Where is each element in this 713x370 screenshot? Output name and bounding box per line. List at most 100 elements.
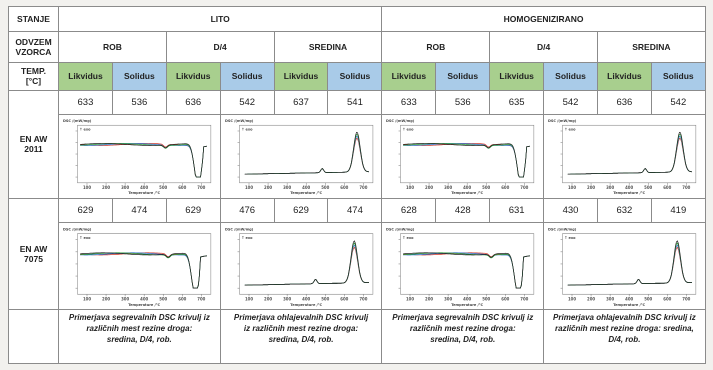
plot-ylabel: DSC /(mW/mg) bbox=[63, 120, 92, 124]
caption-lito-cooling: Primerjava ohlajevalnih DSC krivulj iz ra… bbox=[219, 309, 383, 364]
dsc-curve bbox=[567, 240, 693, 286]
plot-unit: ↑ exo bbox=[241, 236, 253, 240]
lito-sredina-header: SREDINA bbox=[273, 31, 383, 63]
x-tick-label: 700 bbox=[682, 185, 690, 190]
x-tick-label: 400 bbox=[464, 296, 472, 301]
x-tick-label: 600 bbox=[502, 185, 510, 190]
x-tick-label: 400 bbox=[302, 296, 310, 301]
x-tick-label: 500 bbox=[321, 296, 329, 301]
x-tick-label: 600 bbox=[340, 296, 348, 301]
temp-value: 628 bbox=[381, 197, 437, 223]
plot-frame bbox=[400, 233, 535, 295]
solidus-header: Solidus bbox=[111, 61, 167, 92]
solidus-header: Solidus bbox=[543, 61, 598, 92]
temp-value: 419 bbox=[650, 197, 706, 223]
temp-value: 474 bbox=[327, 197, 383, 223]
x-tick-label: 400 bbox=[625, 185, 633, 190]
x-tick-label: 600 bbox=[178, 296, 186, 301]
plot-xlabel: Temperature /°C bbox=[613, 192, 645, 196]
plot-xlabel: Temperature /°C bbox=[290, 192, 322, 196]
x-tick-label: 200 bbox=[425, 296, 433, 301]
temp-value: 633 bbox=[58, 90, 113, 116]
homogenizirano-header: HOMOGENIZIRANO bbox=[381, 5, 706, 33]
likvidus-header: Likvidus bbox=[273, 61, 329, 92]
x-tick-label: 500 bbox=[321, 185, 329, 190]
x-tick-label: 500 bbox=[483, 185, 491, 190]
x-tick-label: 400 bbox=[140, 185, 148, 190]
plot-unit: ↑ exo bbox=[79, 236, 91, 240]
plot-ylabel: DSC /(mW/mg) bbox=[225, 120, 254, 124]
plot-xlabel: Temperature /°C bbox=[290, 303, 322, 307]
temp-value: 430 bbox=[543, 197, 598, 223]
dsc-curve bbox=[244, 240, 369, 286]
dsc-plot-cell: DSC /(mW/mg) ↑ exo 100 200 300 400 500 600 700 Te… bbox=[381, 221, 545, 311]
x-tick-label: 700 bbox=[682, 296, 690, 301]
x-tick-label: 400 bbox=[625, 296, 633, 301]
dsc-plot-cell: DSC /(mW/mg) ↑ exo 100 200 300 400 500 600 700 Te… bbox=[543, 221, 706, 311]
x-tick-label: 100 bbox=[406, 185, 414, 190]
plot-unit: ↑ exo bbox=[403, 236, 415, 240]
x-tick-label: 300 bbox=[283, 296, 291, 301]
x-tick-label: 300 bbox=[444, 185, 452, 190]
dsc-curve bbox=[567, 136, 693, 176]
plot-ylabel: DSC /(mW/mg) bbox=[386, 120, 415, 124]
dsc-plot: DSC /(mW/mg) ↑ exo 100 200 300 400 500 600 700 Te… bbox=[63, 120, 212, 196]
plot-ylabel: DSC /(mW/mg) bbox=[548, 227, 577, 231]
temp-value: 636 bbox=[596, 90, 652, 116]
x-tick-label: 200 bbox=[264, 185, 272, 190]
temp-value: 542 bbox=[650, 90, 706, 116]
temp-value: 629 bbox=[273, 197, 329, 223]
temp-value: 536 bbox=[111, 90, 167, 116]
x-tick-label: 200 bbox=[425, 185, 433, 190]
x-tick-label: 100 bbox=[245, 296, 253, 301]
dsc-curve bbox=[403, 143, 531, 178]
odvzem-vzorca-label: ODVZEM VZORCA bbox=[8, 31, 59, 63]
x-tick-label: 100 bbox=[83, 185, 91, 190]
dsc-curve bbox=[80, 143, 207, 178]
temp-value: 474 bbox=[111, 197, 167, 223]
plot-frame bbox=[400, 125, 535, 184]
temp-value: 476 bbox=[219, 197, 275, 223]
lito-header: LITO bbox=[57, 5, 383, 33]
temp-value: 631 bbox=[489, 197, 545, 223]
x-tick-label: 700 bbox=[197, 296, 205, 301]
dsc-plot: DSC /(mW/mg) ↑ exo 100 200 300 400 500 600 700 Te… bbox=[548, 120, 697, 196]
plot-ylabel: DSC /(mW/mg) bbox=[63, 227, 92, 231]
dsc-plot: DSC /(mW/mg) ↑ exo 100 200 300 400 500 600 700 Te… bbox=[386, 227, 535, 307]
plot-ylabel: DSC /(mW/mg) bbox=[548, 120, 577, 124]
dsc-curve bbox=[403, 252, 531, 289]
dsc-curve bbox=[567, 132, 693, 176]
x-tick-label: 100 bbox=[83, 296, 91, 301]
temp-value: 629 bbox=[165, 197, 221, 223]
x-tick-label: 600 bbox=[663, 296, 671, 301]
x-tick-label: 600 bbox=[178, 185, 186, 190]
temp-value: 636 bbox=[165, 90, 221, 116]
plot-unit: ↑ exo bbox=[241, 128, 253, 132]
plot-xlabel: Temperature /°C bbox=[452, 303, 484, 307]
x-tick-label: 400 bbox=[140, 296, 148, 301]
solidus-header: Solidus bbox=[435, 61, 491, 92]
caption-homog-heating: Primerjava segrevalnih DSC krivulj iz raz… bbox=[381, 309, 545, 364]
temp-value: 635 bbox=[489, 90, 545, 116]
dsc-plot-cell: DSC /(mW/mg) ↑ exo 100 200 300 400 500 600 700 Te… bbox=[219, 114, 383, 199]
dsc-plot: DSC /(mW/mg) ↑ exo 100 200 300 400 500 600 700 Te… bbox=[225, 120, 373, 196]
x-tick-label: 500 bbox=[644, 185, 652, 190]
x-tick-label: 400 bbox=[464, 185, 472, 190]
plot-frame bbox=[77, 125, 212, 184]
x-tick-label: 100 bbox=[568, 185, 576, 190]
x-tick-label: 500 bbox=[159, 185, 167, 190]
dsc-curve bbox=[80, 252, 207, 289]
dsc-curve bbox=[403, 143, 531, 178]
dsc-curve bbox=[80, 143, 207, 178]
x-tick-label: 500 bbox=[644, 296, 652, 301]
lito-rob-header: ROB bbox=[58, 31, 167, 63]
x-tick-label: 200 bbox=[102, 296, 110, 301]
plot-xlabel: Temperature /°C bbox=[128, 303, 160, 307]
x-tick-label: 600 bbox=[502, 296, 510, 301]
solidus-header: Solidus bbox=[650, 61, 706, 92]
plot-unit: ↑ exo bbox=[403, 128, 415, 132]
dsc-plot: DSC /(mW/mg) ↑ exo 100 200 300 400 500 600 700 Te… bbox=[225, 227, 373, 307]
x-tick-label: 700 bbox=[197, 185, 205, 190]
dsc-plot: DSC /(mW/mg) ↑ exo 100 200 300 400 500 600 700 Te… bbox=[63, 227, 212, 307]
